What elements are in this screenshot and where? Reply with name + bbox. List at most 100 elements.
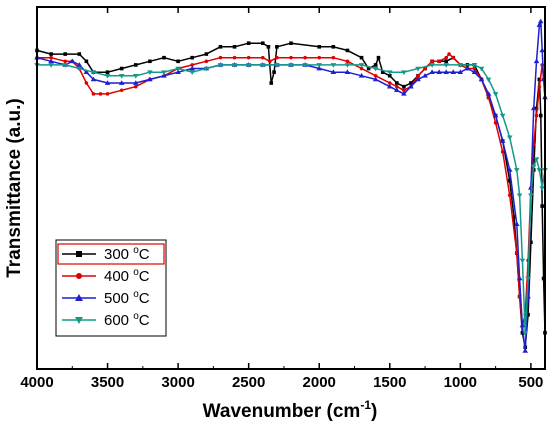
data-point: [526, 312, 530, 317]
data-point: [48, 58, 54, 64]
data-point: [512, 215, 516, 219]
data-point: [430, 59, 434, 64]
data-point: [218, 55, 223, 60]
data-point: [358, 72, 365, 78]
data-point: [246, 41, 251, 45]
data-point: [104, 73, 111, 79]
data-point: [345, 48, 350, 53]
data-point: [245, 63, 252, 68]
x-tick-label: 1000: [444, 374, 477, 391]
data-point: [91, 92, 96, 96]
data-point: [90, 70, 97, 75]
x-axis-title: Wavenumber (cm-1): [203, 398, 378, 422]
data-point: [190, 63, 195, 67]
x-tick-label: 2500: [232, 374, 265, 391]
data-point: [415, 66, 421, 72]
data-point: [302, 63, 308, 68]
data-point: [330, 69, 337, 74]
legend-item: 500 oC: [62, 289, 150, 307]
data-point: [133, 84, 138, 89]
data-point: [506, 135, 513, 141]
data-point: [394, 87, 400, 93]
data-point: [520, 331, 525, 335]
data-point: [513, 221, 520, 226]
data-point: [386, 83, 393, 89]
data-point: [84, 59, 89, 64]
data-point: [358, 63, 365, 68]
data-point: [275, 55, 279, 60]
data-point: [147, 76, 153, 82]
data-point: [63, 59, 68, 64]
data-point: [450, 69, 457, 74]
data-point: [471, 63, 478, 68]
data-point: [519, 322, 526, 328]
data-point: [493, 121, 498, 125]
data-point: [331, 55, 336, 60]
data-point: [203, 66, 210, 72]
data-point: [422, 72, 428, 78]
data-point: [537, 84, 542, 89]
x-tick-label: 3000: [161, 374, 194, 391]
data-point: [444, 59, 449, 64]
legend-marker: [76, 273, 82, 279]
plot-frame: [36, 6, 546, 370]
data-point: [429, 63, 435, 68]
legend-item: 300 oC: [62, 245, 150, 263]
data-point: [275, 45, 279, 49]
data-point: [232, 45, 237, 49]
data-point: [416, 73, 420, 78]
data-point: [344, 63, 351, 68]
data-point: [260, 55, 265, 60]
data-point: [232, 55, 237, 60]
data-point: [541, 276, 546, 281]
data-point: [443, 63, 450, 68]
legend-item: 400 oC: [62, 267, 150, 285]
data-point: [190, 55, 195, 60]
data-point: [492, 112, 499, 118]
data-point: [457, 63, 464, 68]
data-point: [132, 73, 139, 79]
series-line-400: [37, 53, 546, 327]
data-point: [76, 62, 83, 67]
series-line-600: [37, 64, 546, 334]
data-point: [472, 66, 477, 71]
data-point: [372, 66, 379, 72]
data-point: [429, 69, 435, 74]
x-ticks: 4000 3500 3000 2500 2000 1500 1000 500: [20, 7, 543, 391]
legend-marker: [75, 294, 83, 301]
data-point: [246, 55, 251, 60]
data-point: [507, 193, 512, 198]
x-tick-label: 3500: [91, 374, 124, 391]
data-point: [366, 66, 371, 71]
data-point: [90, 76, 97, 82]
data-point: [540, 204, 544, 208]
data-point: [415, 76, 421, 82]
data-point: [148, 59, 152, 64]
data-point: [380, 70, 385, 74]
x-tick-label: 500: [518, 374, 543, 391]
x-axis-title-sup: -1: [360, 398, 371, 412]
data-point: [161, 70, 167, 75]
data-point: [231, 63, 238, 68]
data-point: [330, 63, 337, 68]
data-point: [395, 84, 399, 89]
data-point: [409, 81, 413, 85]
data-point: [373, 73, 378, 78]
x-tick-label: 2000: [303, 374, 336, 391]
data-point: [176, 59, 180, 64]
data-point: [204, 59, 209, 64]
data-point: [538, 113, 543, 118]
data-point: [359, 66, 364, 71]
data-point: [359, 55, 364, 60]
data-point: [539, 47, 545, 53]
data-point: [84, 81, 89, 85]
data-point: [119, 66, 124, 71]
data-point: [408, 83, 414, 89]
data-point: [269, 81, 274, 85]
data-point: [105, 70, 110, 74]
data-point: [402, 84, 406, 89]
data-point: [118, 80, 125, 85]
data-point: [447, 52, 451, 56]
data-point: [395, 81, 399, 85]
